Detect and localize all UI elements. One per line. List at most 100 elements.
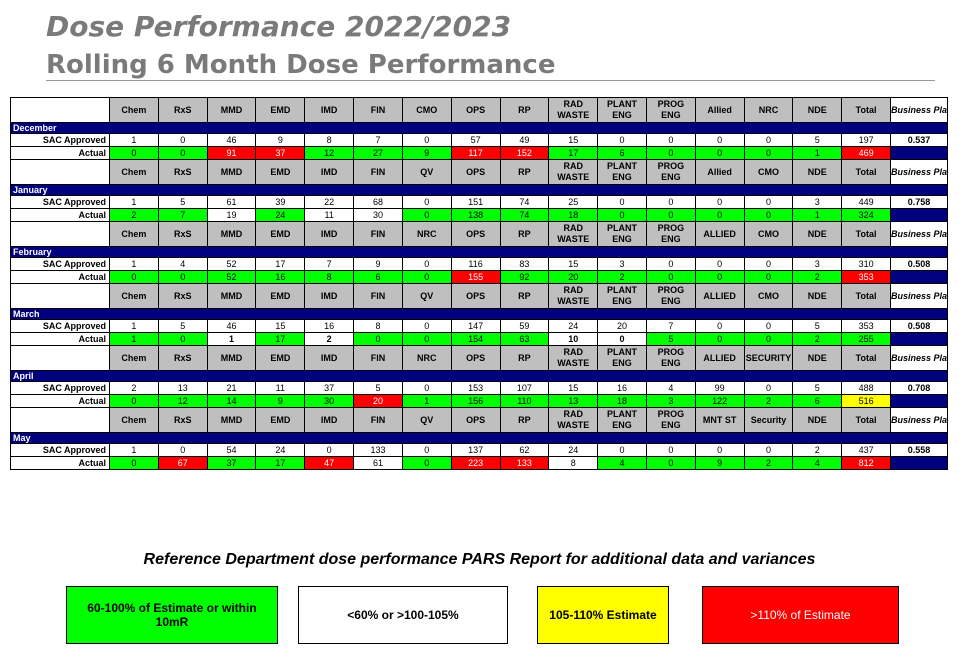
- sac-value-cell: 0: [304, 443, 355, 457]
- actual-value-cell: 6: [792, 394, 843, 408]
- sac-value-cell: 151: [450, 195, 501, 209]
- sac-value-cell: 0: [401, 195, 452, 209]
- sac-value-cell: 5: [792, 133, 843, 147]
- sac-value-cell: 13: [157, 381, 208, 395]
- actual-label: Actual: [10, 332, 110, 346]
- column-header: NDE: [792, 159, 843, 185]
- business-plan-value: 0.537: [890, 133, 948, 147]
- actual-value-cell: 6: [353, 270, 403, 284]
- sac-value-cell: 437: [841, 443, 891, 457]
- column-header: IMD: [304, 345, 355, 371]
- actual-value-cell: 0: [157, 332, 208, 346]
- sac-value-cell: 37: [304, 381, 355, 395]
- actual-label: Actual: [10, 456, 110, 470]
- sac-value-cell: 0: [743, 257, 794, 271]
- legend-red-label: >110% of Estimate: [750, 608, 851, 622]
- actual-value-cell: 223: [450, 456, 501, 470]
- column-header: PROG ENG: [645, 97, 696, 123]
- header-row: Chem RxS MMD EMD IMD FIN NRC OPS RP RAD WASTE PLAN…: [10, 221, 948, 247]
- actual-value-cell: 2: [743, 456, 794, 470]
- business-plan-value: 0.708: [890, 381, 948, 395]
- column-header: Total: [841, 345, 891, 371]
- actual-row: Actual 0 67 37 17 47 61 0 223 133 8 4 0 9 2 4 812: [10, 456, 948, 470]
- column-header: ALLIED: [694, 221, 745, 247]
- actual-value-cell: 0: [743, 332, 794, 346]
- actual-value-cell: 133: [499, 456, 550, 470]
- month-name: February: [10, 246, 948, 258]
- actual-value-cell: 0: [157, 146, 208, 160]
- column-header: IMD: [304, 283, 355, 309]
- actual-business-plan-blank: [890, 146, 948, 160]
- actual-value-cell: 47: [304, 456, 355, 470]
- column-header: NDE: [792, 97, 843, 123]
- column-header: FIN: [353, 159, 403, 185]
- column-header: ALLIED: [694, 283, 745, 309]
- actual-value-cell: 17: [255, 332, 306, 346]
- business-plan-value: 0.508: [890, 319, 948, 333]
- sac-value-cell: 0: [157, 133, 208, 147]
- sac-approved-label: SAC Approved: [10, 257, 110, 271]
- actual-value-cell: 0: [109, 270, 159, 284]
- actual-value-cell: 24: [255, 208, 306, 222]
- actual-value-cell: 30: [353, 208, 403, 222]
- sac-value-cell: 0: [597, 443, 647, 457]
- header-row: Chem RxS MMD EMD IMD FIN CMO OPS RP RAD WASTE PLAN…: [10, 97, 948, 123]
- column-header: NRC: [401, 221, 452, 247]
- actual-value-cell: 0: [157, 270, 208, 284]
- column-header: PLANT ENG: [597, 159, 647, 185]
- sac-value-cell: 0: [401, 381, 452, 395]
- actual-value-cell: 3: [645, 394, 696, 408]
- actual-business-plan-blank: [890, 270, 948, 284]
- column-header: EMD: [255, 221, 306, 247]
- column-header: NRC: [401, 345, 452, 371]
- column-header: PROG ENG: [645, 407, 696, 433]
- sac-value-cell: 107: [499, 381, 550, 395]
- column-header: QV: [401, 159, 452, 185]
- actual-row: Actual 2 7 19 24 11 30 0 138 74 18 0 0 0 0 1 324: [10, 208, 948, 222]
- sac-value-cell: 0: [645, 195, 696, 209]
- actual-value-cell: 0: [645, 270, 696, 284]
- actual-value-cell: 8: [304, 270, 355, 284]
- column-header: PROG ENG: [645, 221, 696, 247]
- sac-value-cell: 2: [792, 443, 843, 457]
- actual-value-cell: 17: [255, 456, 306, 470]
- actual-value-cell: 2: [743, 394, 794, 408]
- actual-value-cell: 2: [597, 270, 647, 284]
- actual-value-cell: 2: [109, 208, 159, 222]
- column-header: Total: [841, 283, 891, 309]
- actual-value-cell: 11: [304, 208, 355, 222]
- column-header: OPS: [450, 159, 501, 185]
- sac-approved-row: SAC Approved 1 0 46 9 8 7 0 57 49 15 0 0 0 0 5 197 0.537: [10, 133, 948, 147]
- header-blank-cell: [10, 283, 110, 309]
- header-blank-cell: [10, 159, 110, 185]
- sac-value-cell: 2: [109, 381, 159, 395]
- column-header: PLANT ENG: [597, 345, 647, 371]
- sac-approved-row: SAC Approved 1 5 46 15 16 8 0 147 59 24 20 7 0 0 5 353 0.…: [10, 319, 948, 333]
- column-header: RxS: [157, 159, 208, 185]
- sac-value-cell: 0: [743, 133, 794, 147]
- actual-value-cell: 117: [450, 146, 501, 160]
- actual-value-cell: 2: [792, 332, 843, 346]
- month-row: January: [10, 184, 948, 196]
- sac-value-cell: 11: [255, 381, 306, 395]
- sac-value-cell: 153: [450, 381, 501, 395]
- column-header: MMD: [206, 159, 257, 185]
- actual-label: Actual: [10, 208, 110, 222]
- column-header: FIN: [353, 221, 403, 247]
- sac-value-cell: 49: [499, 133, 550, 147]
- column-header: Chem: [109, 407, 159, 433]
- business-plan-header: Business Plan: [890, 159, 948, 185]
- sac-approved-label: SAC Approved: [10, 195, 110, 209]
- business-plan-value: 0.508: [890, 257, 948, 271]
- actual-value-cell: 0: [743, 146, 794, 160]
- actual-value-cell: 4: [792, 456, 843, 470]
- legend-white: <60% or >100-105%: [298, 586, 508, 644]
- sac-approved-label: SAC Approved: [10, 319, 110, 333]
- sac-approved-row: SAC Approved 1 0 54 24 0 133 0 137 62 24 0 0 0 0 2 437 0.…: [10, 443, 948, 457]
- sac-value-cell: 7: [353, 133, 403, 147]
- actual-value-cell: 52: [206, 270, 257, 284]
- sac-value-cell: 3: [792, 257, 843, 271]
- month-row: April: [10, 370, 948, 382]
- header-blank-cell: [10, 221, 110, 247]
- actual-value-cell: 74: [499, 208, 550, 222]
